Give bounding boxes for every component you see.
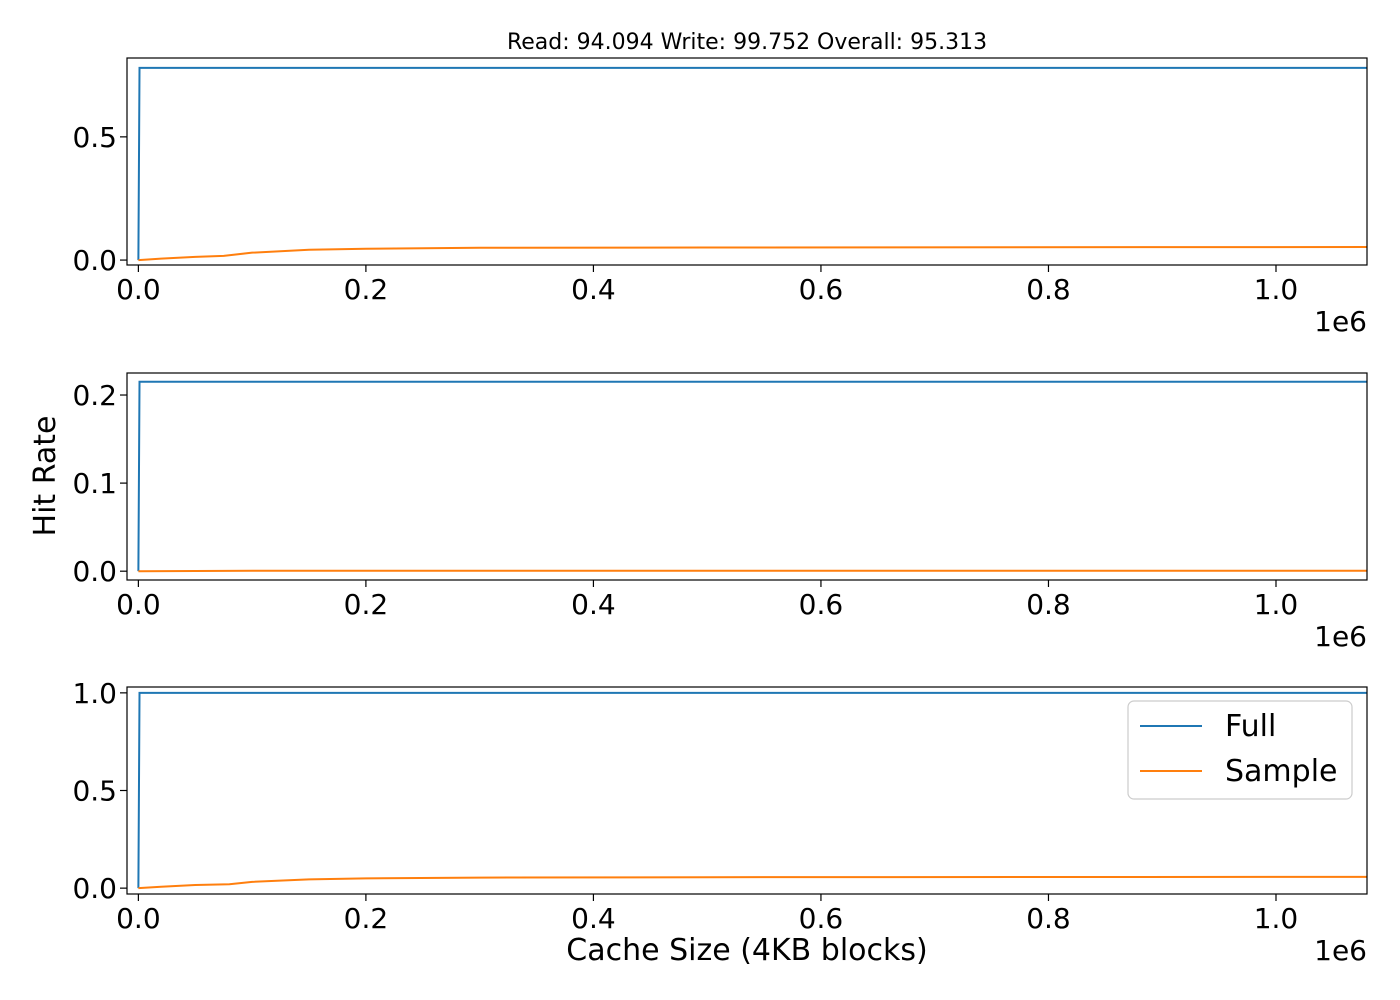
axes-frame-panel-2: [126, 372, 1368, 581]
x-tick-label: 0.2: [344, 588, 389, 621]
x-tick-label: 0.4: [571, 588, 616, 621]
chart-title: Read: 94.094 Write: 99.752 Overall: 95.3…: [507, 30, 987, 55]
x-offset-text: 1e6: [1314, 934, 1367, 967]
series-line-sample-panel-1: [138, 246, 1367, 262]
x-tick-label: 0.4: [571, 902, 616, 935]
x-tick-label: 0.0: [116, 273, 161, 306]
panel-1: 0.0 0.2 0.4 0.6 0.8 1.0 0.0 0.5 1e6: [72, 57, 1368, 338]
x-tick-label: 0.2: [344, 273, 389, 306]
y-tick-label: 1.0: [72, 677, 117, 710]
x-tick-label: 1.0: [1254, 588, 1299, 621]
series-line-full-panel-2: [137, 380, 1367, 572]
y-tick-label: 0.5: [72, 775, 117, 808]
panel-2: 0.0 0.2 0.4 0.6 0.8 1.0 0.0 0.1 0.2 1e6: [72, 372, 1368, 653]
y-axis-label: Hit Rate: [28, 416, 63, 537]
x-tick-label: 0.8: [1026, 273, 1071, 306]
x-offset-text: 1e6: [1314, 620, 1367, 653]
x-tick-label: 0.6: [799, 902, 844, 935]
x-tick-label: 0.2: [344, 902, 389, 935]
x-axis-label: Cache Size (4KB blocks): [566, 933, 927, 968]
x-tick-label: 1.0: [1254, 273, 1299, 306]
series-line-full-panel-3: [137, 691, 1367, 889]
x-tick-label: 1.0: [1254, 902, 1299, 935]
x-tick-label: 0.6: [799, 588, 844, 621]
x-tick-label: 0.8: [1026, 902, 1071, 935]
y-tick-label: 0.0: [72, 872, 117, 905]
y-tick-label: 0.5: [72, 121, 117, 154]
axes-frame-panel-1: [126, 57, 1368, 266]
x-tick-label: 0.0: [116, 588, 161, 621]
y-tick-label: 0.0: [72, 244, 117, 277]
x-tick-label: 0.0: [116, 902, 161, 935]
y-tick-label: 0.1: [72, 467, 117, 500]
x-tick-label: 0.4: [571, 273, 616, 306]
y-tick-label: 0.0: [72, 555, 117, 588]
panel-3: 0.0 0.2 0.4 0.6 0.8 1.0 0.0 0.5 1.0 1e6 Full Sample: [72, 677, 1368, 967]
series-line-full-panel-1: [137, 66, 1367, 261]
series-line-sample-panel-3: [138, 875, 1367, 890]
legend-label-sample: Sample: [1225, 754, 1338, 789]
x-tick-label: 0.8: [1026, 588, 1071, 621]
legend: Full Sample: [1127, 700, 1353, 800]
y-tick-label: 0.2: [72, 379, 117, 412]
legend-label-full: Full: [1225, 709, 1276, 744]
x-offset-text: 1e6: [1314, 305, 1367, 338]
x-tick-label: 0.6: [799, 273, 844, 306]
